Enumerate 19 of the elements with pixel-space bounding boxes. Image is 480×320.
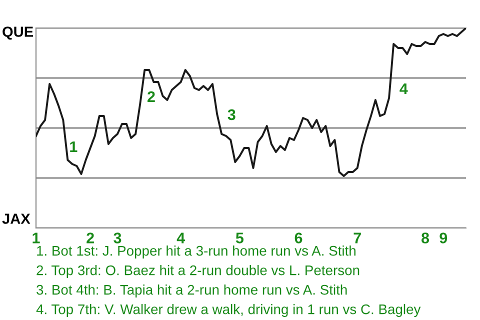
x-tick-label: 8 xyxy=(422,232,430,244)
x-tick-label: 4 xyxy=(176,232,186,244)
x-tick-label: 9 xyxy=(440,232,448,244)
x-tick-label: 2 xyxy=(86,232,94,244)
annotation: 2 xyxy=(148,91,155,102)
x-tick-label: 6 xyxy=(294,232,302,244)
x-tick-label: 1 xyxy=(32,232,40,244)
annotation: 3 xyxy=(228,109,236,120)
annotation: 4 xyxy=(400,83,408,94)
annotation: 1 xyxy=(70,141,78,152)
text: 4. Top 7th: V. Walker drew a walk, driving in 1 run vs C. Bagley xyxy=(36,304,421,317)
x-tick-label: 3 xyxy=(114,232,122,244)
text: JAX xyxy=(2,214,30,224)
x-tick-label: 5 xyxy=(236,232,244,244)
x-tick-label: 7 xyxy=(354,232,361,244)
text: 2. Top 3rd: O. Baez hit a 2-run double vs L. Peterson xyxy=(36,265,360,278)
text: QUE xyxy=(2,26,34,40)
text: 3. Bot 4th: B. Tapia hit a 2-run home run vs A. Stith xyxy=(36,284,347,298)
text: 1. Bot 1st: J. Popper hit a 3-run home run vs A. Stith xyxy=(37,246,356,258)
